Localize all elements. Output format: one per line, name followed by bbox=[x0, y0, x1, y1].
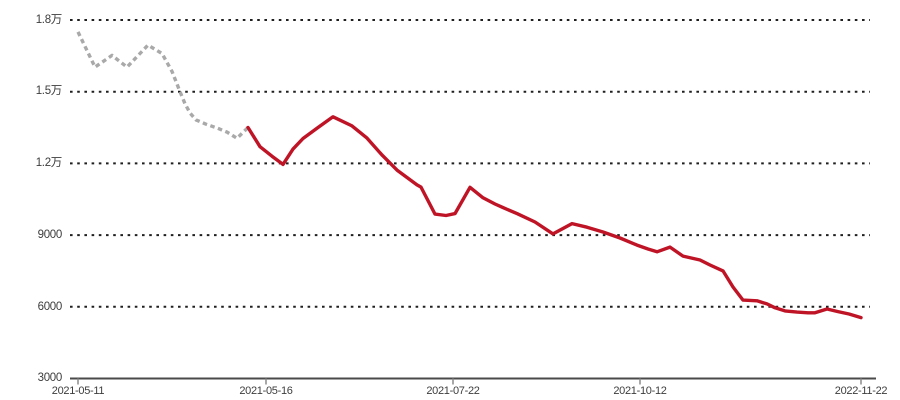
x-axis-label-2021-05-11: 2021-05-11 bbox=[51, 385, 105, 397]
y-axis-label-12k: 1.2万 bbox=[35, 157, 63, 169]
x-axis-label-2021-10-12: 2021-10-12 bbox=[613, 385, 667, 397]
y-axis-label-9000: 9000 bbox=[37, 229, 63, 241]
y-axis-label-3000: 3000 bbox=[37, 372, 63, 384]
price-line-gray-dashed bbox=[76, 31, 250, 141]
y-axis-label-6000: 6000 bbox=[37, 301, 63, 313]
y-axis-label-15k: 1.5万 bbox=[35, 85, 63, 97]
x-axis-label-2022-11-22: 2022-11-22 bbox=[834, 385, 888, 397]
y-axis-label-18k: 1.8万 bbox=[35, 14, 63, 26]
price-line-red-solid bbox=[246, 115, 863, 320]
x-axis-label-2021-05-16: 2021-05-16 bbox=[239, 385, 293, 397]
x-axis-label-2021-07-22: 2021-07-22 bbox=[426, 385, 480, 397]
